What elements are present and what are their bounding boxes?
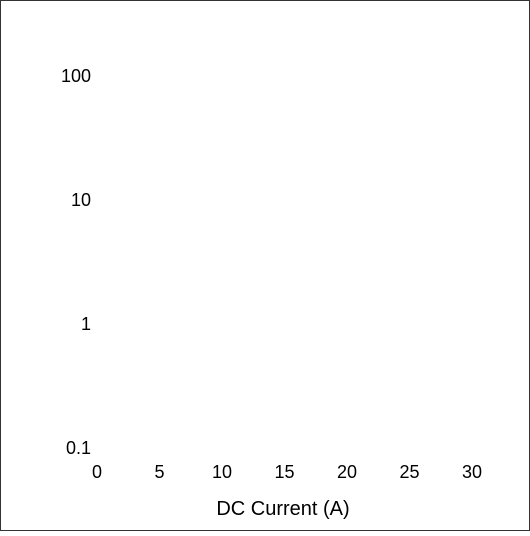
x-tick-label: 25	[399, 462, 419, 482]
y-tick-labels: 0.1 1 10 100	[61, 66, 91, 458]
x-tick-label: 20	[337, 462, 357, 482]
x-tick-labels: 0 5 10 15 20 25 30	[92, 462, 482, 482]
x-tick-label: 0	[92, 462, 102, 482]
x-tick-label: 5	[154, 462, 164, 482]
x-tick-label: 10	[212, 462, 232, 482]
x-tick-label: 30	[462, 462, 482, 482]
x-axis-label: DC Current (A)	[216, 498, 349, 520]
y-tick-label: 100	[61, 66, 91, 86]
y-tick-label: 0.1	[66, 438, 91, 458]
y-tick-label: 10	[71, 190, 91, 210]
y-tick-label: 1	[81, 314, 91, 334]
x-tick-label: 15	[274, 462, 294, 482]
